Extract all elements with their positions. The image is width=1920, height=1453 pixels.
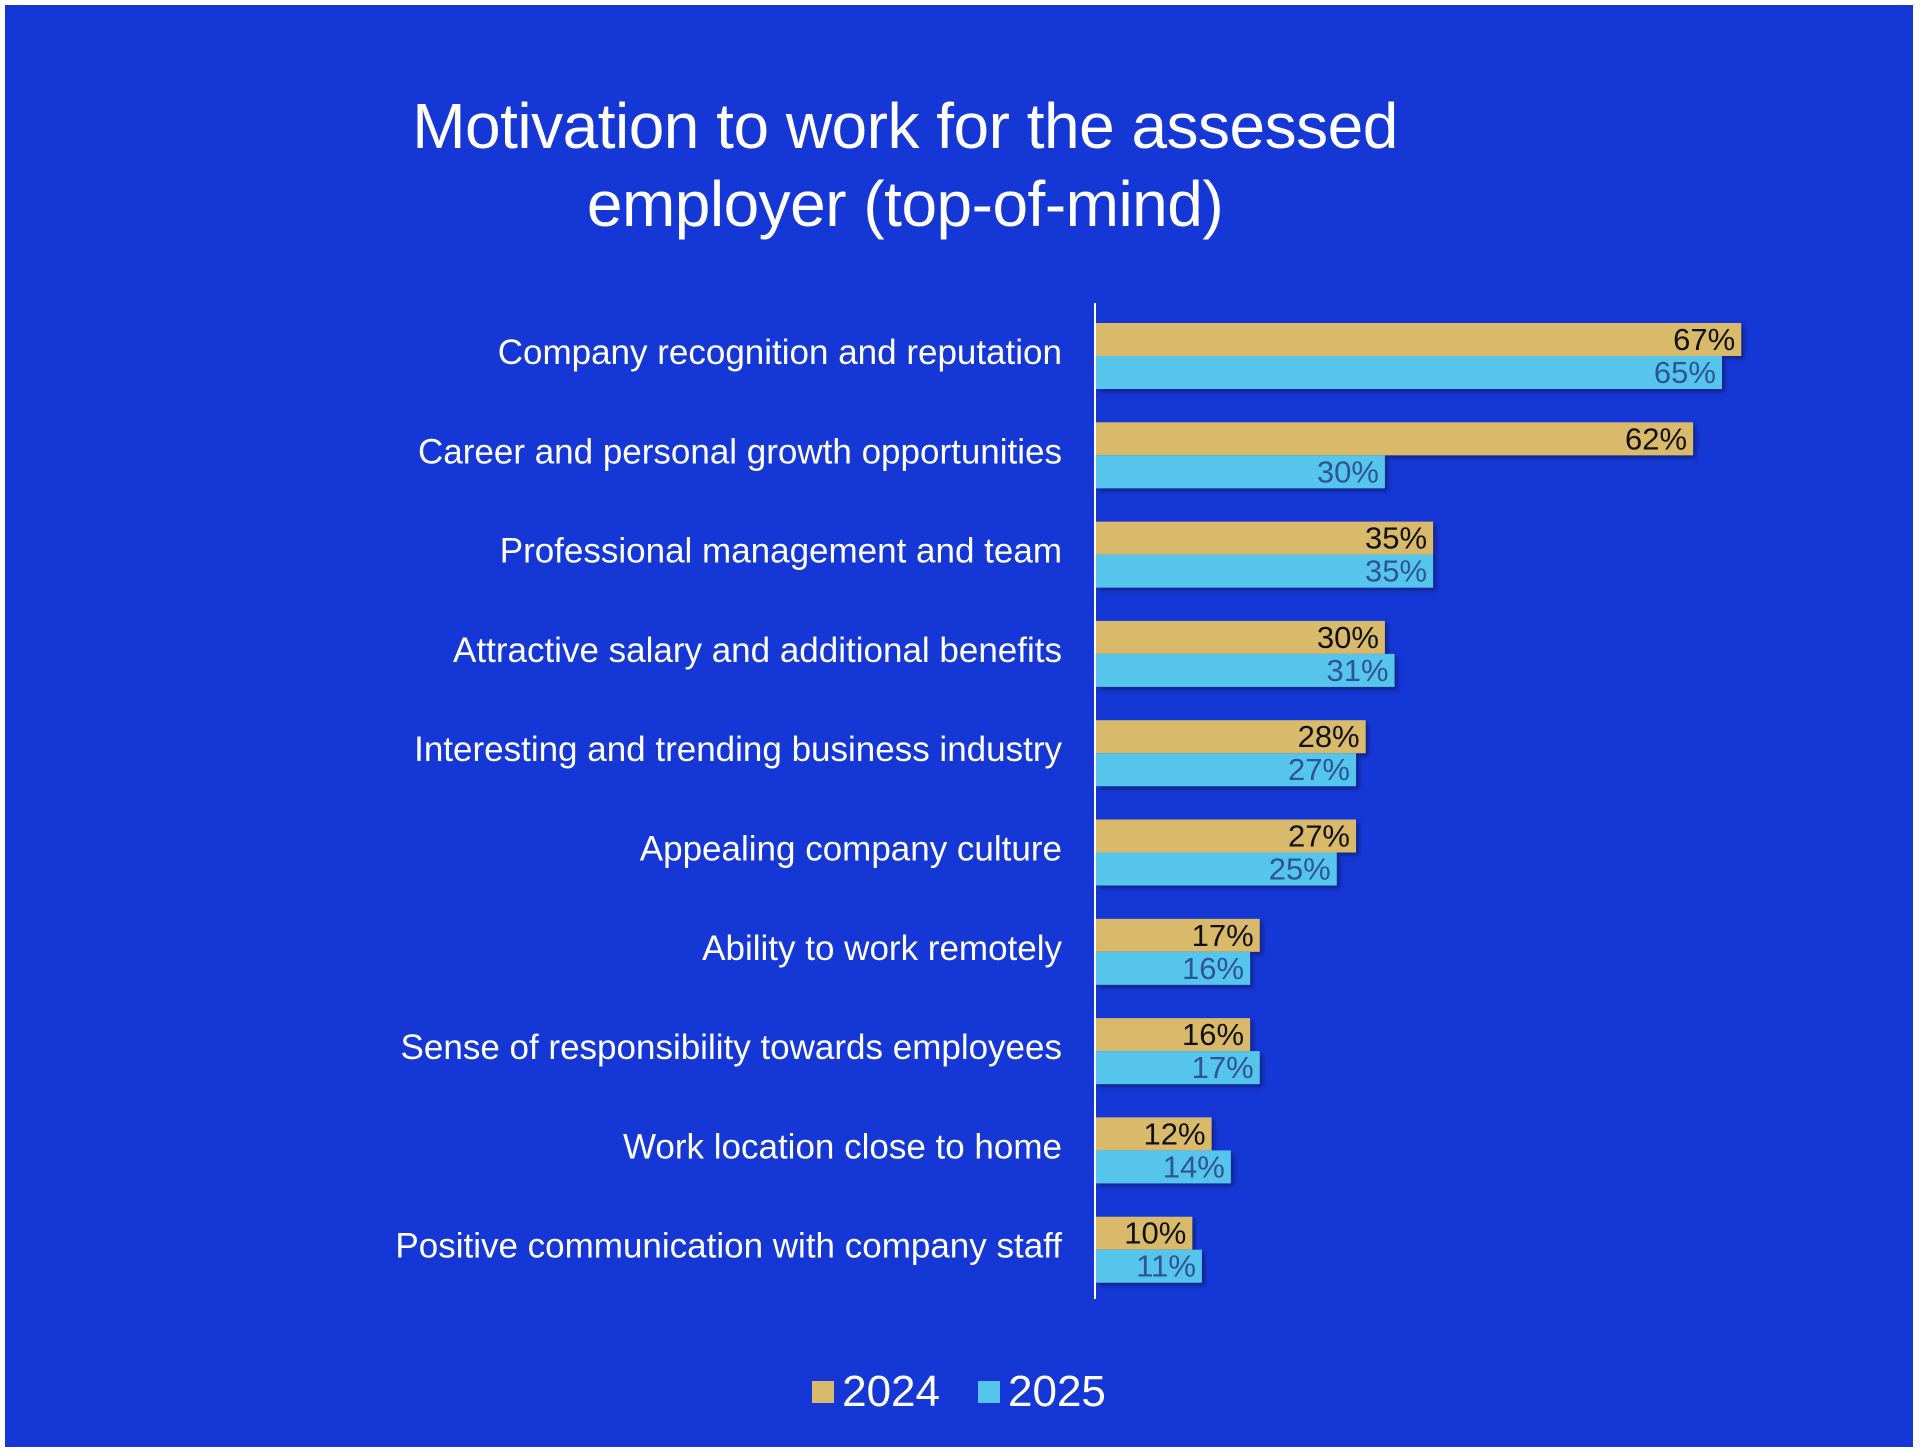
bar-2024 bbox=[1096, 521, 1434, 555]
category-label: Positive communication with company staf… bbox=[395, 1227, 1062, 1266]
bar-2025 bbox=[1096, 951, 1251, 985]
category-label: Attractive salary and additional benefit… bbox=[453, 631, 1062, 670]
category-group: Career and personal growth opportunities… bbox=[418, 421, 1694, 489]
bar-2025 bbox=[1096, 1150, 1231, 1184]
data-label-2024: 12% bbox=[1144, 1116, 1206, 1151]
data-label-2024: 16% bbox=[1182, 1017, 1244, 1052]
data-label-2025: 25% bbox=[1269, 852, 1331, 887]
bar-2024 bbox=[1096, 720, 1366, 754]
bar-2024 bbox=[1096, 422, 1694, 456]
chart-title: Motivation to work for the assessed empl… bbox=[265, 87, 1545, 243]
category-group: Appealing company culture 27%25% bbox=[640, 819, 1357, 887]
bars-layer: Company recognition and reputation 67%65%… bbox=[395, 322, 1742, 1284]
bar-2024 bbox=[1096, 620, 1385, 654]
bar-2024 bbox=[1096, 1018, 1251, 1052]
category-group: Work location close to home 12%14% bbox=[623, 1116, 1231, 1184]
data-label-2024: 17% bbox=[1192, 918, 1254, 953]
bar-2024 bbox=[1096, 323, 1742, 356]
category-label: Sense of responsibility towards employee… bbox=[401, 1028, 1062, 1067]
bar-2024 bbox=[1096, 918, 1260, 952]
category-label: Career and personal growth opportunities bbox=[418, 432, 1062, 471]
legend-item-2024: 2024 bbox=[812, 1367, 940, 1417]
slide-background: Motivation to work for the assessed empl… bbox=[5, 5, 1913, 1447]
data-label-2025: 65% bbox=[1654, 355, 1716, 390]
bar-2024 bbox=[1096, 1216, 1193, 1250]
data-label-2025: 17% bbox=[1192, 1050, 1254, 1085]
category-group: Company recognition and reputation 67%65% bbox=[498, 322, 1742, 390]
legend-label-2024: 2024 bbox=[842, 1367, 940, 1416]
data-label-2025: 14% bbox=[1163, 1149, 1225, 1184]
category-group: Attractive salary and additional benefit… bbox=[453, 620, 1395, 688]
chart-title-line-2: employer (top-of-mind) bbox=[586, 168, 1224, 240]
legend: 2024 2025 bbox=[5, 1367, 1913, 1417]
data-label-2024: 35% bbox=[1365, 521, 1427, 556]
bar-2025 bbox=[1096, 554, 1434, 588]
data-label-2025: 30% bbox=[1317, 454, 1379, 489]
category-label: Ability to work remotely bbox=[702, 929, 1062, 968]
category-group: Sense of responsibility towards employee… bbox=[401, 1017, 1260, 1085]
bar-2025 bbox=[1096, 356, 1722, 389]
legend-swatch-2025 bbox=[978, 1381, 1000, 1403]
data-label-2024: 62% bbox=[1625, 421, 1687, 456]
data-label-2025: 27% bbox=[1288, 752, 1350, 787]
data-label-2024: 67% bbox=[1673, 322, 1735, 357]
bar-2025 bbox=[1096, 852, 1337, 886]
category-label: Interesting and trending business indust… bbox=[414, 730, 1062, 769]
category-group: Positive communication with company staf… bbox=[395, 1216, 1202, 1284]
category-label: Appealing company culture bbox=[640, 830, 1062, 869]
category-group: Professional management and team 35%35% bbox=[500, 521, 1434, 589]
category-label: Professional management and team bbox=[500, 532, 1062, 571]
category-group: Ability to work remotely 17%16% bbox=[702, 918, 1260, 986]
data-label-2024: 28% bbox=[1298, 719, 1360, 754]
data-label-2024: 27% bbox=[1288, 819, 1350, 854]
bar-2025 bbox=[1096, 1051, 1260, 1085]
legend-label-2025: 2025 bbox=[1008, 1367, 1106, 1416]
bar-2024 bbox=[1096, 819, 1357, 853]
data-label-2024: 30% bbox=[1317, 620, 1379, 655]
category-label: Company recognition and reputation bbox=[498, 333, 1062, 372]
bar-chart: Company recognition and reputation 67%65%… bbox=[395, 303, 1742, 1299]
bar-2025 bbox=[1096, 1249, 1202, 1283]
data-label-2025: 31% bbox=[1326, 653, 1388, 688]
bar-2025 bbox=[1096, 653, 1395, 687]
data-label-2025: 11% bbox=[1136, 1249, 1196, 1284]
data-label-2024: 10% bbox=[1124, 1216, 1186, 1251]
data-label-2025: 16% bbox=[1182, 951, 1244, 986]
category-label: Work location close to home bbox=[623, 1127, 1062, 1166]
bar-2025 bbox=[1096, 753, 1357, 787]
chart-title-line-1: Motivation to work for the assessed bbox=[412, 90, 1398, 162]
legend-item-2025: 2025 bbox=[978, 1367, 1106, 1417]
bar-2024 bbox=[1096, 1117, 1212, 1151]
bar-2025 bbox=[1096, 455, 1385, 489]
legend-swatch-2024 bbox=[812, 1381, 835, 1403]
data-label-2025: 35% bbox=[1365, 554, 1427, 589]
category-group: Interesting and trending business indust… bbox=[414, 719, 1366, 787]
